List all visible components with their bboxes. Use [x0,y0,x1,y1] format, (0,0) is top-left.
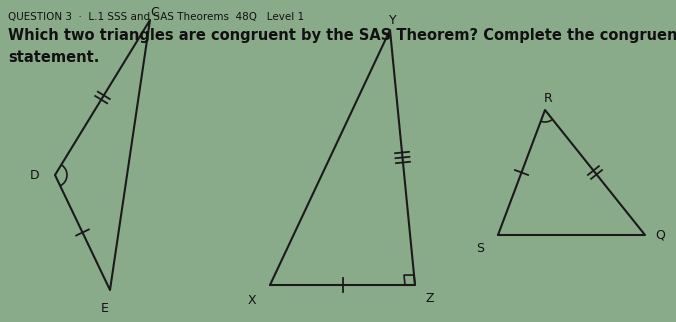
Text: Z: Z [426,291,434,305]
Text: S: S [476,242,484,254]
Text: Q: Q [655,229,665,242]
Text: C: C [151,5,160,18]
Text: QUESTION 3  ·  L.1 SSS and SAS Theorems  48Q   Level 1: QUESTION 3 · L.1 SSS and SAS Theorems 48… [8,12,304,22]
Text: X: X [247,293,256,307]
Text: Which two triangles are congruent by the SAS Theorem? Complete the congruence: Which two triangles are congruent by the… [8,28,676,43]
Text: Y: Y [389,14,397,26]
Text: R: R [544,91,552,105]
Text: E: E [101,301,109,315]
Text: statement.: statement. [8,50,99,65]
Text: D: D [30,168,40,182]
